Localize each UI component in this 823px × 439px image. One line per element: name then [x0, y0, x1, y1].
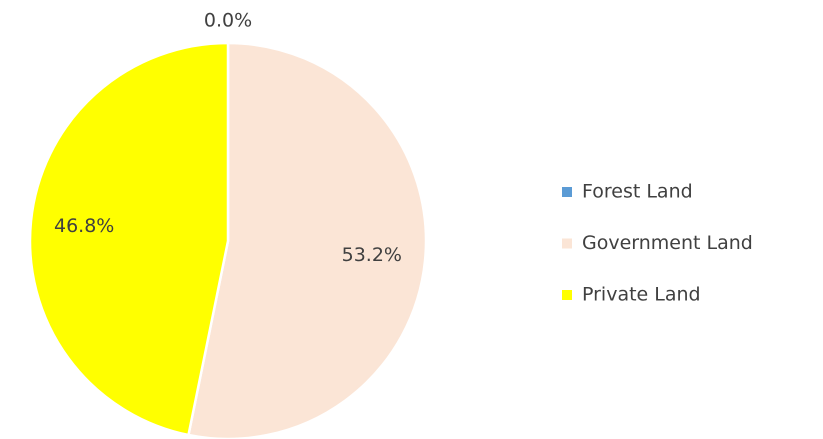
data-label: 53.2% — [342, 244, 402, 266]
data-label: 0.0% — [204, 10, 252, 32]
legend-swatch — [562, 187, 572, 197]
legend-label: Government Land — [582, 232, 753, 254]
pie-slice — [28, 41, 230, 437]
legend-label: Private Land — [582, 284, 701, 306]
legend-swatch — [562, 290, 572, 300]
pie-slice — [186, 41, 428, 439]
data-label: 46.8% — [54, 215, 114, 237]
legend-label: Forest Land — [582, 181, 693, 203]
legend-swatch — [562, 238, 572, 249]
